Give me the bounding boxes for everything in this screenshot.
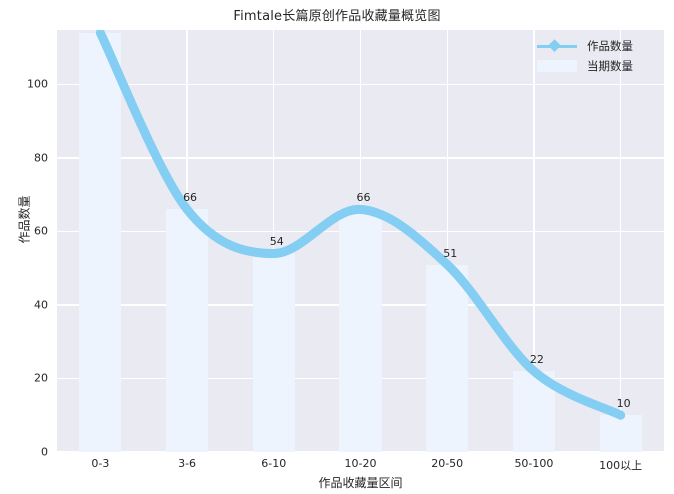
line-path — [95, 30, 626, 420]
x-axis-tick-label: 3-6 — [178, 457, 197, 470]
legend-label-line: 作品数量 — [587, 39, 633, 53]
x-axis-tick-label: 0-3 — [91, 457, 110, 470]
plot-area: 114665466512210 — [57, 30, 664, 452]
y-axis-tick-label: 20 — [34, 371, 48, 385]
y-axis-tick-label: 80 — [34, 151, 48, 165]
legend-line-marker-icon — [535, 39, 579, 53]
y-axis-tick-label: 40 — [34, 298, 48, 312]
legend-item-bar[interactable]: 当期数量 — [535, 56, 667, 76]
data-point-label: 54 — [269, 235, 284, 249]
bar — [426, 264, 469, 452]
y-axis-tick-label: 100 — [27, 77, 48, 91]
legend-bar-patch-icon — [535, 59, 579, 73]
x-axis-label: 作品收藏量区间 — [318, 476, 403, 490]
bar — [599, 415, 642, 452]
chart-legend: 作品数量 当期数量 — [531, 33, 671, 79]
bar — [79, 32, 122, 452]
y-axis-tick-label: 60 — [34, 224, 48, 238]
grid-line-vertical — [619, 30, 622, 452]
data-point-label: 22 — [529, 353, 544, 367]
chart-title: Fimtale长篇原创作品收藏量概览图 — [233, 9, 441, 24]
bar — [339, 209, 382, 452]
legend-item-line[interactable]: 作品数量 — [535, 36, 667, 56]
y-axis-tick-label: 0 — [41, 445, 48, 459]
y-axis-label: 作品数量 — [17, 195, 32, 244]
grid-line-vertical — [273, 30, 275, 452]
data-point-label: 10 — [616, 397, 631, 411]
x-axis-tick-label: 6-10 — [261, 457, 287, 470]
x-axis-tick-label: 10-20 — [344, 457, 377, 470]
x-axis-tick-label: 50-100 — [514, 457, 554, 470]
data-point-label: 66 — [356, 191, 371, 205]
bar — [166, 209, 209, 452]
x-axis-tick-label: 100以上 — [599, 459, 643, 472]
x-axis-tick-label: 20-50 — [431, 457, 464, 470]
grid-line-vertical — [446, 30, 448, 452]
line-series — [95, 30, 626, 420]
data-point-label: 66 — [183, 191, 198, 205]
legend-label-bar: 当期数量 — [587, 59, 633, 73]
bar — [252, 253, 295, 452]
data-point-label: 51 — [443, 246, 458, 260]
grid-line-vertical — [533, 30, 535, 452]
